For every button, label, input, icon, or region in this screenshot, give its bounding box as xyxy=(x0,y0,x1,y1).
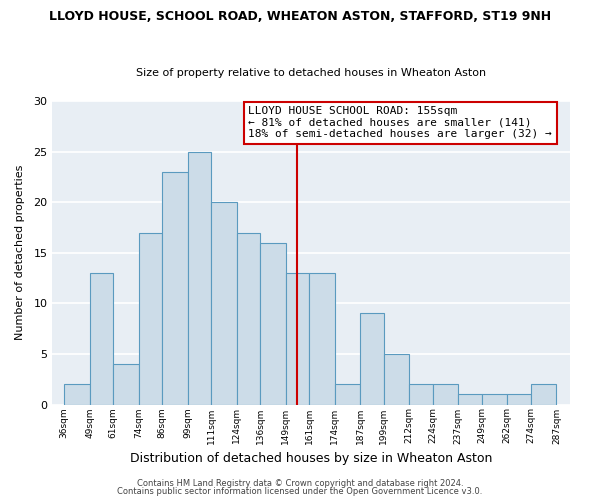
Bar xyxy=(508,394,531,404)
Bar xyxy=(360,314,384,404)
Bar xyxy=(139,232,162,404)
Bar xyxy=(260,242,286,404)
Text: LLOYD HOUSE SCHOOL ROAD: 155sqm
← 81% of detached houses are smaller (141)
18% o: LLOYD HOUSE SCHOOL ROAD: 155sqm ← 81% of… xyxy=(248,106,552,140)
Y-axis label: Number of detached properties: Number of detached properties xyxy=(15,165,25,340)
Bar xyxy=(188,152,211,404)
Bar xyxy=(113,364,139,405)
Bar xyxy=(309,273,335,404)
Bar xyxy=(433,384,458,404)
Text: LLOYD HOUSE, SCHOOL ROAD, WHEATON ASTON, STAFFORD, ST19 9NH: LLOYD HOUSE, SCHOOL ROAD, WHEATON ASTON,… xyxy=(49,10,551,23)
Bar xyxy=(236,232,260,404)
Bar xyxy=(409,384,433,404)
X-axis label: Distribution of detached houses by size in Wheaton Aston: Distribution of detached houses by size … xyxy=(130,452,493,465)
Bar xyxy=(531,384,556,404)
Text: Contains HM Land Registry data © Crown copyright and database right 2024.: Contains HM Land Registry data © Crown c… xyxy=(137,478,463,488)
Bar xyxy=(482,394,508,404)
Title: Size of property relative to detached houses in Wheaton Aston: Size of property relative to detached ho… xyxy=(136,68,486,78)
Bar xyxy=(211,202,236,404)
Bar xyxy=(89,273,113,404)
Bar xyxy=(286,273,309,404)
Bar xyxy=(335,384,360,404)
Bar xyxy=(64,384,89,404)
Bar xyxy=(458,394,482,404)
Bar xyxy=(162,172,188,404)
Text: Contains public sector information licensed under the Open Government Licence v3: Contains public sector information licen… xyxy=(118,487,482,496)
Bar xyxy=(384,354,409,405)
